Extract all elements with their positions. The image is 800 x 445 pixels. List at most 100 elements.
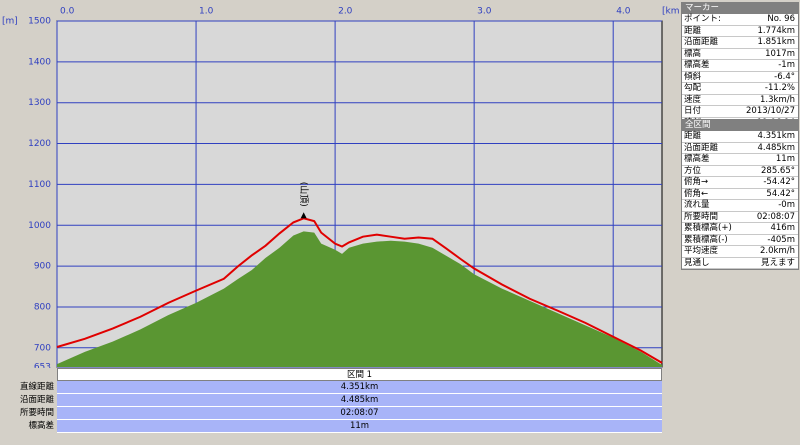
- row-value: No. 96: [767, 14, 795, 24]
- row-value: -6.4°: [774, 71, 795, 82]
- y-tick-label: 700: [34, 343, 51, 353]
- total-panel: 全区間 距離 4.351km 沿面距離 4.485km 標高差 11m 方位 285.65° 俯角…: [681, 119, 799, 270]
- panel-row: ポイント: No. 96: [682, 14, 798, 26]
- y-tick-label: 1000: [28, 221, 51, 231]
- y-tick-label: 1400: [28, 57, 51, 67]
- section-title: 区間 1: [57, 368, 662, 381]
- row-label: 所要時間: [684, 211, 719, 222]
- panel-row: 流れ量 -0m: [682, 200, 798, 212]
- x-tick-label: 0.0: [60, 7, 75, 17]
- marker-panel: マーカー ポイント: No. 96 距離 1.774km 沿面距離 1.851km 標高 101…: [681, 2, 799, 130]
- row-value: 4.485km: [757, 142, 795, 153]
- x-tick-label: 3.0: [477, 7, 492, 17]
- row-label: 標高差: [684, 154, 710, 164]
- row-label: 沿面距離: [684, 37, 719, 47]
- y-tick-label: 1200: [28, 139, 51, 149]
- marker: [300, 212, 307, 219]
- section-row: 直線距離 4.351km: [0, 381, 662, 394]
- row-label: 俯角←: [684, 188, 709, 199]
- row-value: 1017m: [765, 48, 795, 59]
- row-value: 285.65°: [761, 165, 795, 176]
- panel-row: 方位 285.65°: [682, 165, 798, 177]
- row-value: -405m: [767, 234, 795, 245]
- track-line: [56, 217, 663, 364]
- x-unit: [km]: [662, 7, 680, 17]
- x-tick-label: 2.0: [338, 7, 353, 17]
- panel-row: 沿面距離 1.851km: [682, 37, 798, 49]
- row-value: 4.351km: [757, 131, 795, 141]
- row-label: 累積標高(+): [684, 223, 732, 233]
- row-value: 1.851km: [757, 37, 795, 47]
- row-value: 4.351km: [57, 381, 662, 394]
- row-value: 54.42°: [766, 188, 795, 199]
- y-tick-label: 1100: [28, 180, 51, 190]
- panel-row: 所要時間 02:08:07: [682, 211, 798, 223]
- row-value: 1.774km: [757, 25, 795, 36]
- row-value: 11m: [57, 420, 662, 433]
- row-label: 傾斜: [684, 71, 702, 82]
- annotation: (山頂): [298, 182, 309, 207]
- row-value: -0m: [778, 200, 795, 210]
- section-row: 標高差 11m: [0, 420, 662, 433]
- row-label: 方位: [684, 165, 702, 176]
- section-row: 所要時間 02:08:07: [0, 407, 662, 420]
- row-label: 勾配: [684, 83, 702, 93]
- row-label: 標高: [684, 48, 702, 59]
- row-label: 距離: [684, 131, 702, 141]
- panel-row: 速度 1.3km/h: [682, 94, 798, 106]
- y-unit: [m]: [2, 17, 18, 27]
- row-label: 流れ量: [684, 200, 710, 210]
- row-label: 距離: [684, 25, 702, 36]
- row-label: 見通し: [684, 257, 710, 268]
- panel-row: 日付 2013/10/27: [682, 106, 798, 118]
- row-label: 平均速度: [684, 246, 719, 256]
- row-value: 1.3km/h: [760, 94, 795, 105]
- row-label: 沿面距離: [0, 394, 57, 407]
- row-label: 俯角→: [684, 177, 709, 187]
- y-tick-label: 800: [34, 302, 51, 312]
- row-label: 所要時間: [0, 407, 57, 420]
- row-label: 標高差: [0, 420, 57, 433]
- panel-title: マーカー: [682, 3, 798, 14]
- section-table: 区間 1 直線距離 4.351km 沿面距離 4.485km 所要時間 02:08:07 標高…: [0, 368, 662, 433]
- panel-row: 距離 4.351km: [682, 131, 798, 143]
- row-value: 4.485km: [57, 394, 662, 407]
- section-row: 沿面距離 4.485km: [0, 394, 662, 407]
- row-value: 2013/10/27: [746, 106, 795, 116]
- panel-row: 傾斜 -6.4°: [682, 71, 798, 83]
- x-tick-label: 1.0: [199, 7, 214, 17]
- panel-title: 全区間: [682, 120, 798, 131]
- panel-row: 見通し 見えます: [682, 257, 798, 269]
- panel-row: 俯角→ -54.42°: [682, 177, 798, 189]
- row-label: 直線距離: [0, 381, 57, 394]
- row-label: 日付: [684, 106, 702, 116]
- panel-row: 累積標高(+) 416m: [682, 223, 798, 235]
- row-value: -11.2%: [764, 83, 795, 93]
- y-tick-label: 900: [34, 262, 51, 272]
- panel-row: 標高差 11m: [682, 154, 798, 166]
- row-label: 速度: [684, 94, 702, 105]
- terrain-area: [57, 231, 662, 367]
- row-label: 標高差: [684, 60, 710, 70]
- panel-row: 距離 1.774km: [682, 25, 798, 37]
- panel-row: 俯角← 54.42°: [682, 188, 798, 200]
- y-tick-label: 1500: [28, 17, 51, 27]
- panel-row: 勾配 -11.2%: [682, 83, 798, 95]
- y-tick-label: 1300: [28, 98, 51, 108]
- panel-row: 標高差 -1m: [682, 60, 798, 72]
- x-tick-label: 4.0: [616, 7, 631, 17]
- panel-row: 累積標高(-) -405m: [682, 234, 798, 246]
- profile-chart: [m] [km] 653 700 800 900 1000 1100 1200 1300 140…: [2, 7, 680, 369]
- row-value: 11m: [775, 154, 795, 164]
- y-tick-label: 653: [34, 363, 51, 369]
- row-label: ポイント:: [684, 14, 721, 24]
- row-value: 416m: [770, 223, 795, 233]
- row-label: 沿面距離: [684, 142, 719, 153]
- row-value: 見えます: [760, 257, 795, 268]
- panel-row: 沿面距離 4.485km: [682, 142, 798, 154]
- row-label: 累積標高(-): [684, 234, 728, 245]
- row-value: -1m: [778, 60, 795, 70]
- row-value: 02:08:07: [57, 407, 662, 420]
- row-value: 02:08:07: [756, 211, 795, 222]
